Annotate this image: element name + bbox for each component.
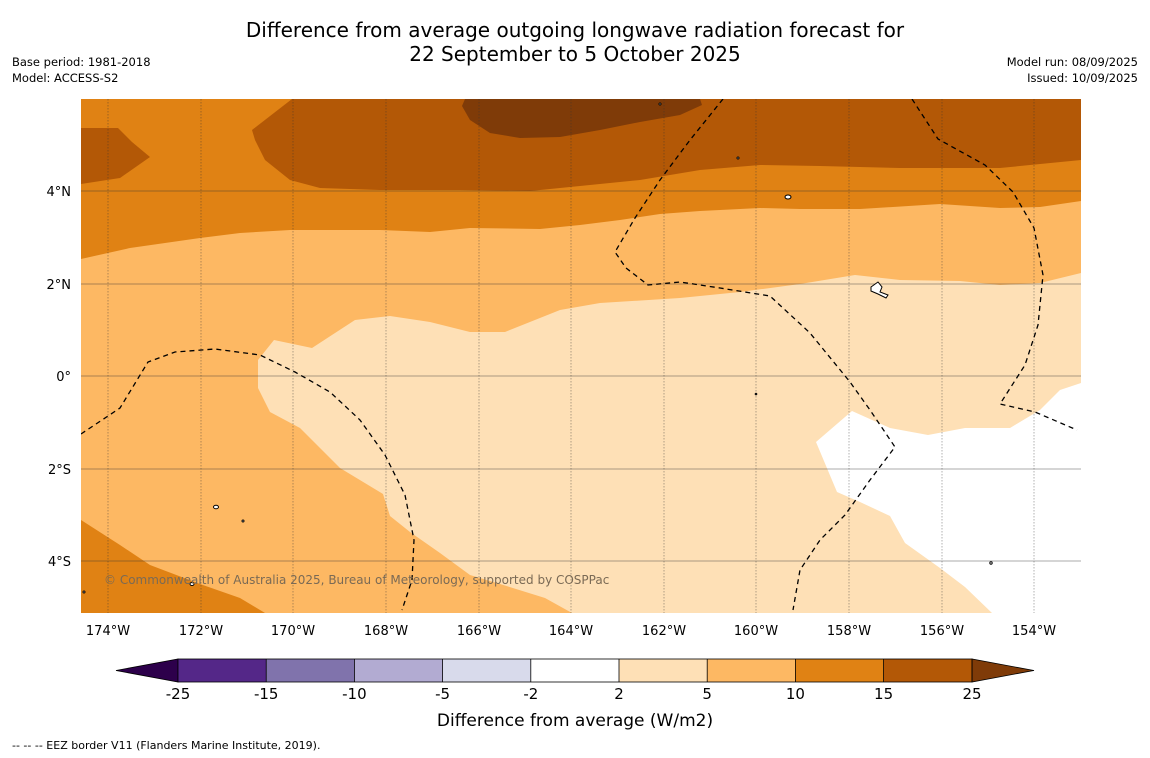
colorbar-dividers <box>177 658 973 683</box>
lon-tick-label: 172°W <box>179 624 223 639</box>
island-islet-3 <box>189 582 195 586</box>
meta-left: Base period: 1981-2018 Model: ACCESS-S2 <box>12 54 151 86</box>
band-neutral <box>816 383 1081 613</box>
island-islet-1 <box>784 194 792 200</box>
island-islet-4 <box>658 102 662 106</box>
issued-date: Issued: 10/09/2025 <box>1027 71 1138 85</box>
band-15-25-top <box>252 99 1081 191</box>
lat-tick-label: 2°N <box>47 278 72 293</box>
band-over-25 <box>462 99 702 138</box>
colorbar-bin <box>795 659 884 682</box>
islands <box>82 102 993 594</box>
meta-right: Model run: 08/09/2025 Issued: 10/09/2025 <box>1007 54 1138 86</box>
title-line-2: 22 September to 5 October 2025 <box>409 42 741 66</box>
base-period: Base period: 1981-2018 <box>12 55 151 69</box>
colorbar-tick-label: -10 <box>342 685 367 703</box>
lat-tick-label: 2°S <box>48 463 71 478</box>
lon-tick-label: 166°W <box>457 624 501 639</box>
lon-tick-label: 154°W <box>1012 624 1056 639</box>
model-run: Model run: 08/09/2025 <box>1006 55 1138 69</box>
colorbar-tick-label: 15 <box>874 685 893 703</box>
lat-axis: 4°N 2°N 0° 2°S 4°S <box>47 185 72 570</box>
map-area: © Commonwealth of Australia 2025, Bureau… <box>81 99 1081 613</box>
lat-tick-label: 0° <box>56 370 71 385</box>
lat-tick-label: 4°N <box>47 185 72 200</box>
colorbar-tick-label: 10 <box>786 685 805 703</box>
colorbar-tick-label: -5 <box>435 685 450 703</box>
colorbar-bin <box>883 659 972 682</box>
colorbar-bin <box>707 659 796 682</box>
band-2-5 <box>258 273 1081 613</box>
colorbar-tick-label: -2 <box>523 685 538 703</box>
colorbar-bin <box>178 659 267 682</box>
island-islet-8 <box>989 561 993 565</box>
lon-tick-label: 160°W <box>734 624 778 639</box>
lat-tick-label: 4°S <box>48 555 71 570</box>
colorbar-bin <box>442 659 531 682</box>
island-islet-5 <box>736 156 740 160</box>
colorbar-tick-label: -25 <box>166 685 191 703</box>
map-gridlines <box>81 99 1081 613</box>
colorbar-over-extension <box>971 658 1035 683</box>
colorbar-tick-label: 25 <box>962 685 981 703</box>
colorbar-under-extension <box>115 658 179 683</box>
colorbar-tick-label: 2 <box>614 685 624 703</box>
eez-footnote: -- -- -- EEZ border V11 (Flanders Marine… <box>12 739 321 752</box>
colorbar-label: Difference from average (W/m2) <box>437 711 713 731</box>
eez-border-west <box>81 348 415 611</box>
colorbar-bin <box>530 659 619 682</box>
colorbar-bin <box>619 659 708 682</box>
lon-tick-label: 174°W <box>86 624 130 639</box>
island-islet-9 <box>82 590 86 594</box>
colorbar-tick-label: 5 <box>702 685 712 703</box>
colorbar: -25 -15 -10 -5 -2 2 5 10 15 25 Differenc… <box>115 658 1035 731</box>
island-kiritimati <box>870 281 889 299</box>
map-title: Difference from average outgoing longwav… <box>0 18 1150 66</box>
copyright-notice: © Commonwealth of Australia 2025, Bureau… <box>104 573 609 587</box>
eez-border-central <box>614 99 896 611</box>
band-15-25-left <box>81 128 150 184</box>
lon-axis: 174°W 172°W 170°W 168°W 166°W 164°W 162°… <box>86 624 1056 639</box>
island-islet-2 <box>213 504 219 510</box>
lon-tick-label: 158°W <box>827 624 871 639</box>
eez-borders <box>81 99 1078 611</box>
colorbar-tick-label: -15 <box>254 685 279 703</box>
lon-tick-label: 162°W <box>642 624 686 639</box>
eez-border-east <box>911 99 1078 431</box>
island-islet-7 <box>754 392 758 396</box>
colorbar-bin <box>266 659 355 682</box>
colorbar-bin <box>354 659 443 682</box>
lon-tick-label: 170°W <box>271 624 315 639</box>
title-line-1: Difference from average outgoing longwav… <box>245 18 905 42</box>
lon-tick-label: 164°W <box>549 624 593 639</box>
model-name: Model: ACCESS-S2 <box>12 71 119 85</box>
lon-tick-label: 168°W <box>364 624 408 639</box>
island-islet-6 <box>241 519 245 523</box>
lon-tick-label: 156°W <box>920 624 964 639</box>
